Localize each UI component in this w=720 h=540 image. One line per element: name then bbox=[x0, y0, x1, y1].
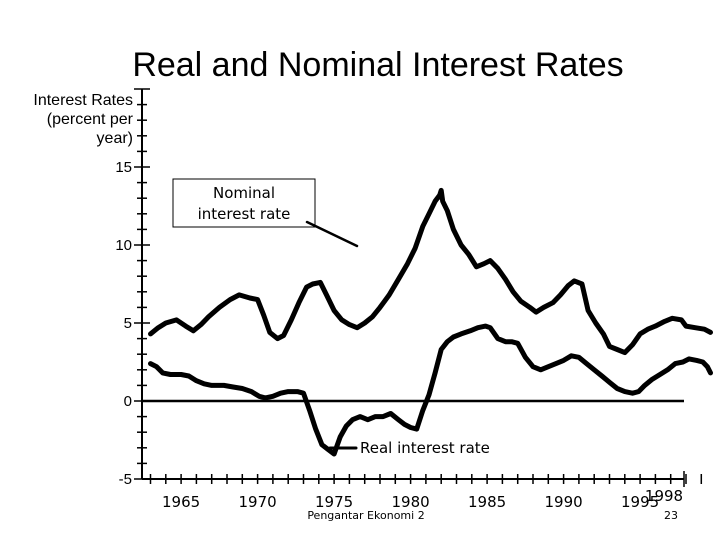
y-axis-label-line-1: Interest Rates bbox=[33, 92, 133, 109]
x-tick-label: 1980 bbox=[392, 493, 430, 511]
y-tick-label: 5 bbox=[124, 315, 132, 332]
footer-source: Pengantar Ekonomi 2 bbox=[307, 509, 424, 522]
nominal-annotation-box bbox=[172, 178, 316, 228]
real-annotation: Real interest rate bbox=[328, 439, 490, 457]
series-layer bbox=[148, 187, 713, 457]
real-annotation-label: Real interest rate bbox=[360, 439, 490, 457]
y-axis-label-line-2: (percent per bbox=[47, 111, 134, 128]
x-tick-label: 1975 bbox=[315, 493, 353, 511]
x-tick-label: 1990 bbox=[545, 493, 583, 511]
nominal-annotation-pointer bbox=[305, 220, 359, 248]
y-axis-label-line-3: year) bbox=[97, 130, 133, 147]
y-tick-label: 15 bbox=[115, 159, 132, 176]
x-tick-label: 1998 bbox=[645, 487, 683, 505]
y-tick-label: 0 bbox=[124, 393, 132, 410]
nominal-annotation: Nominal interest rate bbox=[172, 178, 359, 248]
nominal-rate-line bbox=[148, 187, 713, 356]
y-axis-label: Interest Rates (percent per year) bbox=[33, 92, 133, 147]
nominal-annotation-line-2: interest rate bbox=[198, 205, 291, 223]
chart-title: Real and Nominal Interest Rates bbox=[132, 46, 623, 84]
real-rate-line bbox=[148, 323, 713, 457]
x-tick-label: 1995 bbox=[621, 493, 659, 511]
x-tick-label: 1965 bbox=[162, 493, 200, 511]
x-tick-label: 1970 bbox=[239, 493, 277, 511]
y-tick-label: -5 bbox=[119, 471, 132, 488]
x-tick-label: 1985 bbox=[468, 493, 506, 511]
footer-page-number: 23 bbox=[664, 509, 678, 522]
y-tick-label: 10 bbox=[115, 237, 132, 254]
nominal-annotation-line-1: Nominal bbox=[213, 184, 275, 202]
